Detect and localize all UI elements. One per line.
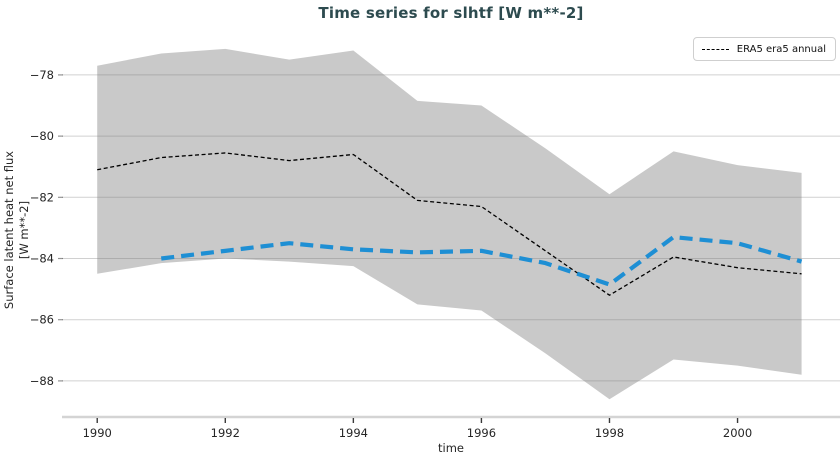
uncertainty-band xyxy=(97,48,802,400)
legend-label: ERA5 era5 annual xyxy=(736,43,826,55)
x-tick-label: 2000 xyxy=(723,426,752,440)
x-tick-label: 1990 xyxy=(83,426,112,440)
x-tick-label: 1996 xyxy=(467,426,496,440)
x-tick-label: 1992 xyxy=(211,426,240,440)
chart-title: Time series for slhtf [W m**-2] xyxy=(318,4,584,22)
x-tick-label: 1998 xyxy=(595,426,624,440)
y-axis-label-line1: Surface latent heat net flux xyxy=(2,150,16,310)
y-tick-label: −82 xyxy=(30,190,54,204)
y-axis-label: Surface latent heat net flux [W m**-2] xyxy=(2,115,36,345)
y-tick-label: −80 xyxy=(30,129,54,143)
series-line-blue-dashed xyxy=(161,234,803,287)
y-axis-label-line2: [W m**-2] xyxy=(16,200,31,260)
legend: ERA5 era5 annual xyxy=(692,37,836,61)
dashed-line-legend-icon xyxy=(701,48,729,50)
y-tick-label: −88 xyxy=(30,374,54,388)
x-tick-label: 1994 xyxy=(339,426,368,440)
series-line-era5-annual xyxy=(97,152,802,296)
y-tick-label: −86 xyxy=(30,313,54,327)
x-axis-label: time xyxy=(438,441,464,455)
y-tick-label: −84 xyxy=(30,252,54,266)
y-tick-label: −78 xyxy=(30,68,54,82)
